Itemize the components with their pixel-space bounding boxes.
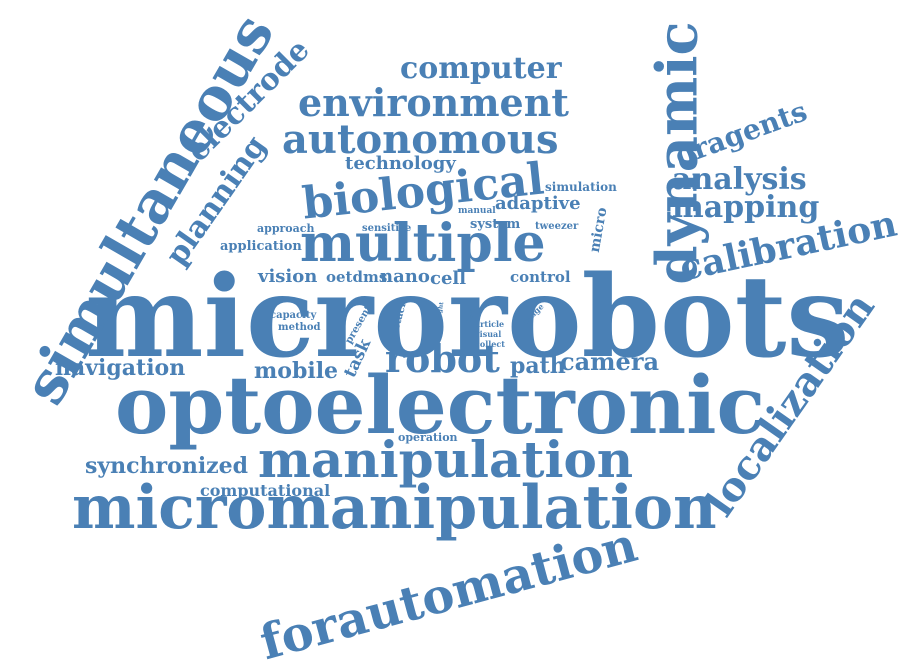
word-path: path <box>510 353 566 379</box>
word-nano: nano <box>380 266 430 287</box>
word-operation: operation <box>398 431 458 444</box>
word-synchronized: synchronized <box>85 453 249 479</box>
word-visual: visual <box>475 329 502 339</box>
word-optoelectronic: optoelectronic <box>115 358 766 452</box>
word-mapping: mapping <box>672 190 820 225</box>
word-oetdms: oetdms <box>326 268 388 286</box>
word-manual: manual <box>458 206 496 216</box>
word-technology: technology <box>345 153 456 174</box>
word-computational: computational <box>200 481 331 500</box>
word-robot: robot <box>385 336 500 381</box>
word-method: method <box>278 322 321 333</box>
word-simulation: simulation <box>545 180 617 194</box>
word-cloud: microrobots optoelectronic micromanipula… <box>10 3 900 671</box>
word-vision: vision <box>258 266 318 287</box>
word-tweezer: tweezer <box>535 221 579 232</box>
word-camera: camera <box>560 347 660 376</box>
word-sensitive: sensitive <box>362 223 412 234</box>
word-micro: micro <box>586 206 611 254</box>
word-multiple: multiple <box>300 213 546 274</box>
word-computer: computer <box>400 51 562 86</box>
word-navigation: navigation <box>55 355 186 381</box>
word-autonomous: autonomous <box>282 116 559 163</box>
word-approach: approach <box>257 222 315 235</box>
word-microrobots: microrobots <box>85 252 850 383</box>
word-system: system <box>470 217 521 232</box>
word-article: article <box>475 319 505 329</box>
word-adaptive: adaptive <box>495 193 581 214</box>
word-analysis: analysis <box>672 162 807 197</box>
word-mobile: mobile <box>254 358 339 384</box>
word-micromanipulation: micromanipulation <box>72 473 717 543</box>
word-manipulation: manipulation <box>258 430 634 489</box>
word-capacity: capacity <box>270 310 317 321</box>
word-environment: environment <box>298 80 569 125</box>
word-cell: cell <box>430 268 467 289</box>
word-application: application <box>220 239 302 254</box>
word-control: control <box>510 268 571 286</box>
word-collect: collect <box>475 339 505 349</box>
